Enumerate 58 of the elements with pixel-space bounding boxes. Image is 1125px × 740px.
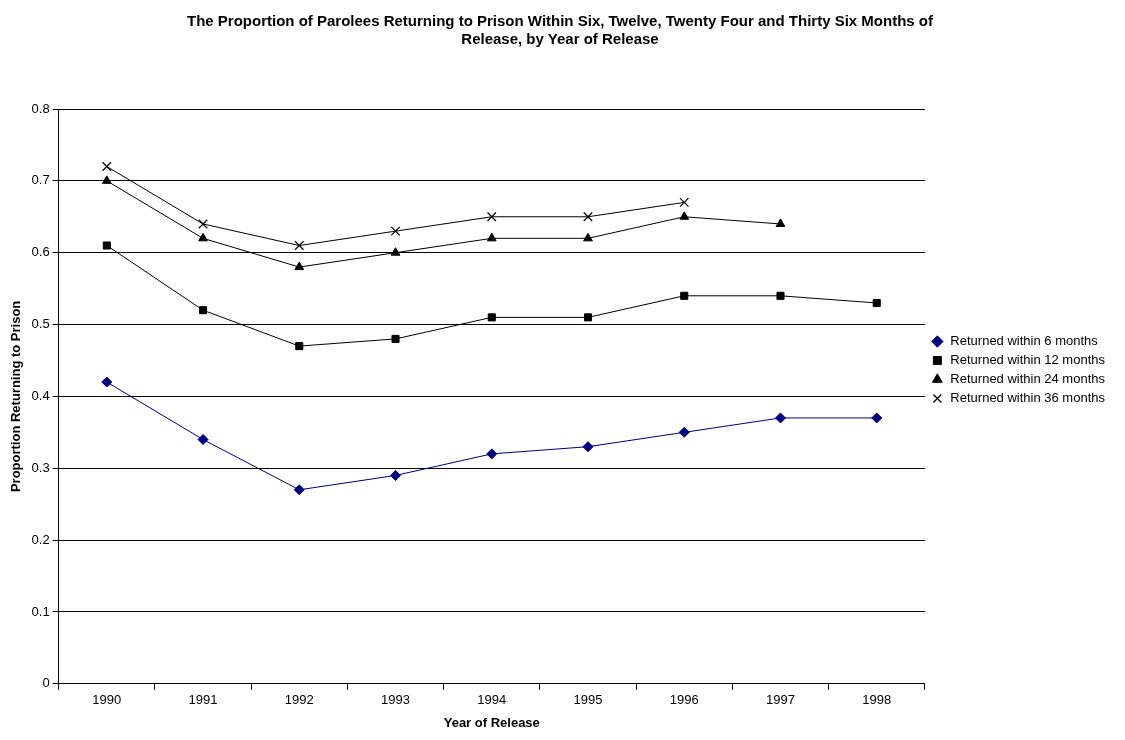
y-tick-label: 0 — [42, 675, 50, 691]
point — [199, 306, 208, 315]
point — [680, 291, 689, 300]
y-tick-label: 0.4 — [31, 387, 50, 403]
point — [776, 291, 785, 300]
point — [486, 211, 497, 222]
point — [198, 219, 208, 229]
point — [774, 412, 786, 424]
chart-title: The Proportion of Parolees Returning to Prison Within Six, Twelve, Twenty Four and Thirty Six Months of Release, by Year of Release — [186, 12, 935, 48]
point — [583, 232, 593, 242]
x-tick-label: 1998 — [862, 692, 892, 708]
point — [486, 448, 498, 460]
x-tick-label: 1997 — [766, 692, 795, 708]
point — [391, 334, 400, 343]
point — [678, 426, 690, 438]
y-tick-label: 0.7 — [31, 172, 50, 188]
point — [294, 261, 305, 271]
point — [775, 218, 786, 227]
legend-label: Returned within 6 months — [950, 333, 1099, 349]
point — [679, 211, 690, 220]
point — [872, 298, 881, 308]
point — [197, 434, 209, 446]
point — [198, 232, 208, 242]
y-axis-title: Proportion Returning to Prison — [8, 300, 24, 493]
y-tick-label: 0.6 — [31, 244, 50, 260]
y-tick-label: 0.2 — [31, 531, 50, 547]
point — [293, 484, 305, 496]
y-tick-label: 0.3 — [31, 459, 50, 475]
point — [390, 247, 401, 256]
point — [390, 226, 401, 236]
point — [102, 241, 111, 250]
x-tick-label: 1992 — [284, 692, 314, 708]
y-tick-label: 0.8 — [31, 100, 50, 116]
x-tick-label: 1994 — [477, 692, 507, 708]
point — [295, 342, 304, 351]
point — [679, 197, 690, 208]
legend-label: Returned within 24 months — [950, 371, 1106, 387]
y-tick-label: 0.5 — [31, 316, 50, 332]
x-tick-label: 1995 — [573, 692, 603, 708]
legend-label: Returned within 36 months — [950, 390, 1106, 406]
x-tick-label: 1993 — [381, 692, 410, 708]
point — [871, 412, 883, 424]
point — [487, 313, 496, 322]
point — [294, 240, 305, 251]
point — [101, 376, 113, 388]
point — [582, 441, 594, 453]
point — [390, 469, 402, 481]
point — [101, 175, 112, 184]
x-tick-label: 1990 — [92, 692, 122, 708]
point — [486, 232, 497, 242]
x-axis-title: Year of Release — [443, 714, 540, 730]
x-tick-label: 1991 — [188, 692, 218, 708]
point — [583, 313, 593, 322]
legend-label: Returned within 12 months — [950, 352, 1106, 368]
y-tick-label: 0.1 — [31, 603, 50, 619]
x-tick-label: 1996 — [669, 692, 699, 708]
point — [583, 211, 593, 222]
point — [101, 161, 112, 172]
